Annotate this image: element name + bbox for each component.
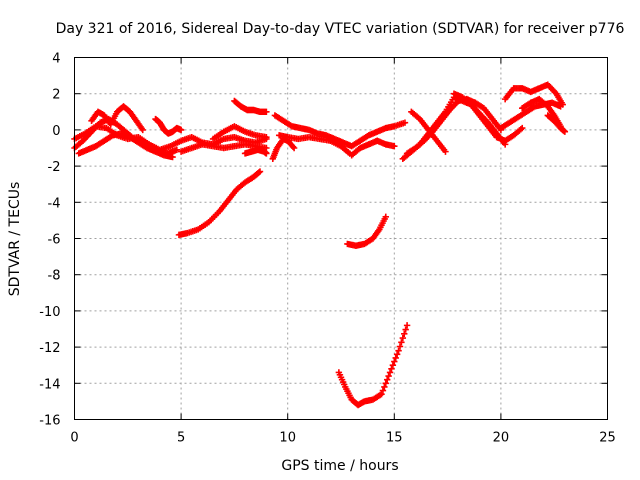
series-track-c <box>88 103 146 134</box>
series-track-m <box>275 132 398 159</box>
y-tick-label: 2 <box>52 88 60 103</box>
x-tick-label: 0 <box>70 431 78 446</box>
data-point <box>263 133 270 141</box>
data-point <box>255 169 263 176</box>
x-tick-label: 20 <box>493 431 510 446</box>
series-track-s <box>450 90 526 144</box>
data-point <box>389 362 397 369</box>
data-point <box>386 369 394 376</box>
x-tick-label: 5 <box>177 431 185 446</box>
y-tick-labels: 4 2 0 -2 -4 -6 -8 -10 -12 -14 -16 <box>39 52 60 429</box>
y-tick-label: 4 <box>52 52 60 67</box>
plot-frame <box>74 57 608 420</box>
y-axis-label: SDTVAR / TECUs <box>7 182 23 297</box>
data-point <box>382 213 389 220</box>
data-point <box>388 365 395 373</box>
x-tick-labels: 0 5 10 15 20 25 <box>70 431 615 446</box>
data-point <box>382 380 389 387</box>
x-axis-label: GPS time / hours <box>281 458 398 474</box>
data-point <box>401 119 409 126</box>
data-points <box>71 81 569 409</box>
series-track-r <box>408 108 449 155</box>
series-track-l <box>271 112 409 150</box>
y-tick-label: -6 <box>48 233 61 248</box>
data-point <box>392 354 399 362</box>
data-point <box>519 124 526 132</box>
y-tick-label: -14 <box>39 377 60 392</box>
data-point <box>383 376 391 383</box>
data-point <box>396 343 404 350</box>
data-point <box>289 143 297 150</box>
data-point <box>398 339 405 346</box>
data-point <box>393 351 401 358</box>
series-track-h <box>231 97 270 115</box>
series-track-o <box>335 322 411 409</box>
series-track-j <box>175 168 264 239</box>
data-point <box>169 153 176 161</box>
x-tick-label: 25 <box>599 431 616 446</box>
y-tick-label: 0 <box>52 124 60 139</box>
data-point <box>403 322 411 329</box>
data-point <box>385 372 392 380</box>
series-track-d <box>75 130 176 161</box>
data-point <box>395 347 402 354</box>
series-track-t <box>501 81 566 108</box>
series-track-g <box>209 123 270 143</box>
data-point <box>391 358 398 365</box>
y-tick-label: -12 <box>39 341 60 356</box>
data-point <box>263 150 270 157</box>
x-tick-label: 15 <box>386 431 403 446</box>
data-point <box>381 383 388 391</box>
grid-lines <box>74 57 608 420</box>
data-point <box>557 103 564 110</box>
data-point <box>391 142 398 150</box>
data-point <box>402 326 409 333</box>
data-point <box>378 390 385 398</box>
y-tick-label: -4 <box>48 196 61 211</box>
data-point <box>290 144 298 152</box>
y-tick-label: -2 <box>48 160 61 175</box>
data-point <box>379 387 387 394</box>
data-point <box>256 168 264 175</box>
data-point <box>442 148 449 155</box>
data-point <box>173 146 181 154</box>
data-point <box>139 126 146 134</box>
data-point <box>401 330 408 338</box>
data-point <box>177 126 185 134</box>
data-point <box>263 108 270 115</box>
series-track-i <box>241 146 270 157</box>
x-tick-label: 10 <box>279 431 296 446</box>
y-tick-label: -10 <box>39 305 60 320</box>
data-point <box>561 128 569 135</box>
y-tick-label: -8 <box>48 269 61 284</box>
series-track-n <box>344 213 389 249</box>
series-track-w <box>544 112 569 135</box>
series-track-e <box>152 115 185 137</box>
series-track-q <box>403 95 505 157</box>
chart-title: Day 321 of 2016, Sidereal Day-to-day VTE… <box>56 21 625 37</box>
series-track-u <box>497 99 564 132</box>
data-point <box>399 334 407 342</box>
y-tick-label: -16 <box>39 414 60 429</box>
